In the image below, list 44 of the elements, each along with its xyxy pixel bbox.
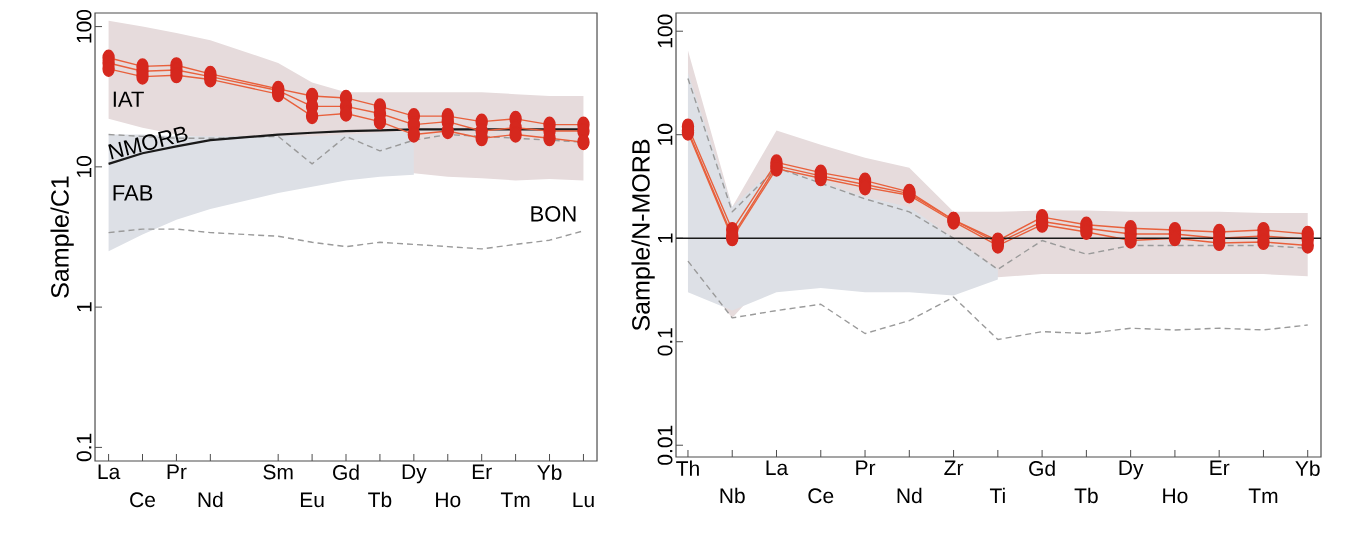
x-tick-label: Dy <box>402 464 427 484</box>
x-tick-label: Ho <box>1163 488 1188 504</box>
x-tick-label: Nd <box>897 487 922 504</box>
x-tick-label: Sm <box>263 464 293 480</box>
x-tick-label: Yb <box>1295 460 1320 476</box>
series-label: BON <box>531 206 576 222</box>
x-tick-label: Lu <box>573 492 594 508</box>
y-axis-title: Sample/N-MORB <box>631 139 655 331</box>
x-tick-label: Pr <box>856 460 876 475</box>
x-tick-label: Er <box>472 464 492 479</box>
x-tick-label: Gd <box>333 464 359 480</box>
x-tick-label: Pr <box>167 464 187 479</box>
x-tick-label: Tb <box>368 491 392 508</box>
x-tick-label: Dy <box>1119 460 1144 480</box>
y-tick-label: 0.1 <box>657 328 673 356</box>
y-tick-label: 1 <box>77 302 92 312</box>
x-tick-label: Nb <box>720 487 745 504</box>
x-tick-label: Nd <box>198 491 223 508</box>
x-tick-label: Gd <box>1029 460 1055 476</box>
x-tick-label: Th <box>676 460 699 476</box>
y-tick-label: 0.01 <box>657 425 673 465</box>
x-tick-label: Eu <box>300 492 324 508</box>
y-tick-label: 1 <box>658 233 673 243</box>
x-tick-label: La <box>98 464 121 480</box>
x-tick-label: Ti <box>989 487 1005 504</box>
y-tick-label: 100 <box>76 9 92 43</box>
x-tick-label: Yb <box>537 464 562 480</box>
y-tick-label: 10 <box>657 123 673 145</box>
x-tick-label: Tm <box>500 492 530 508</box>
y-tick-label: 100 <box>657 14 673 48</box>
text: NMORB <box>108 126 188 160</box>
annotation: IAT <box>113 91 144 107</box>
y-tick-label: 0.1 <box>76 433 92 462</box>
x-tick-label: La <box>766 460 789 476</box>
y-tick-label: 10 <box>76 156 92 177</box>
x-tick-label: Ce <box>808 488 834 504</box>
x-tick-label: Tm <box>1248 488 1278 504</box>
y-axis-title: Sample/C1 <box>50 176 74 298</box>
x-tick-label: Ho <box>436 492 461 508</box>
annotation: FAB <box>113 185 153 201</box>
x-tick-label: Tb <box>1074 487 1098 504</box>
x-tick-label: Er <box>1210 460 1230 475</box>
x-tick-label: Ce <box>130 492 155 508</box>
x-tick-label: Zr <box>944 460 964 475</box>
